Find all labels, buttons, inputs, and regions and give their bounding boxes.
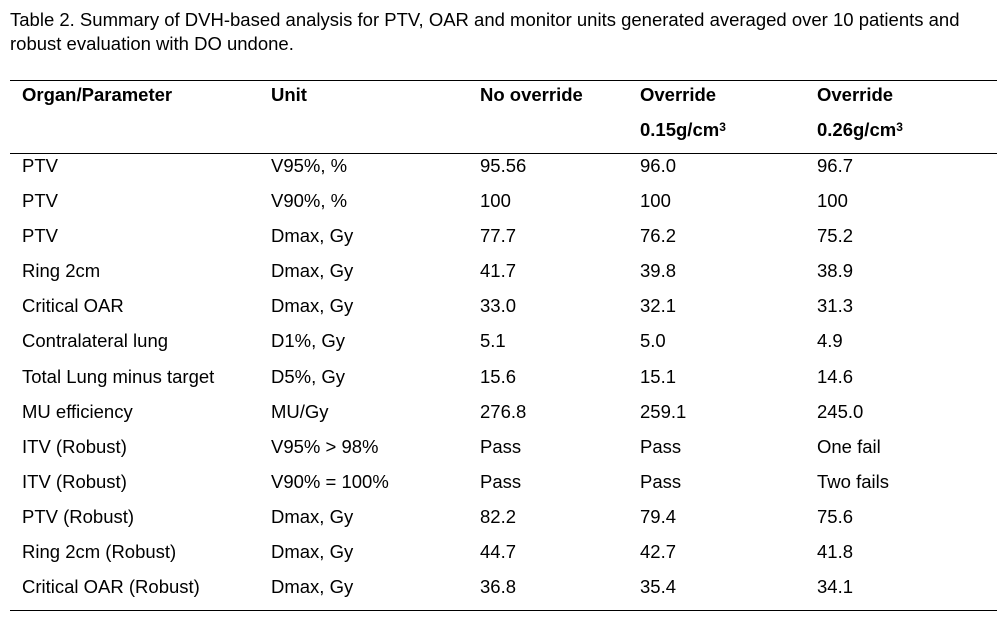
cell-organ: PTV [22,225,58,247]
cell-no-override: 41.7 [480,260,517,282]
cell-override-026: Two fails [817,470,889,492]
cell-organ: MU efficiency [22,400,133,422]
cell-override-026: 75.2 [817,225,854,247]
header-label: No override [480,84,583,105]
cell-override-015: 39.8 [640,260,677,282]
table-row: ITV (Robust) V90% = 100% Pass Pass Two f… [0,469,1008,504]
cell-override-015: 259.1 [640,400,687,422]
cell-override-015: 5.0 [640,330,666,352]
cell-override-026: 75.6 [817,505,854,527]
table-row: Ring 2cm (Robust) Dmax, Gy 44.7 42.7 41.… [0,539,1008,574]
table-top-rule [10,80,997,81]
cell-organ: ITV (Robust) [22,435,127,457]
header-density-value: 0.15g/cm [640,119,720,140]
cell-no-override: Pass [480,470,522,492]
cell-unit: D1%, Gy [271,330,346,352]
cell-no-override: 100 [480,190,511,212]
table-row: Total Lung minus target D5%, Gy 15.6 15.… [0,364,1008,399]
cell-override-015: 32.1 [640,295,677,317]
cell-override-015: 100 [640,190,671,212]
cell-override-015: 96.0 [640,155,677,176]
cell-override-015: 76.2 [640,225,677,247]
header-density-value: 0.26g/cm [817,119,897,140]
table-row: Critical OAR (Robust) Dmax, Gy 36.8 35.4… [0,574,1008,609]
cell-override-026: 38.9 [817,260,854,282]
cell-override-026: One fail [817,435,881,457]
table-row: MU efficiency MU/Gy 276.8 259.1 245.0 [0,399,1008,434]
cell-override-015: 35.4 [640,576,677,598]
cell-no-override: 77.7 [480,225,517,247]
header-organ-parameter: Organ/Parameter [22,83,172,107]
cell-override-026: 34.1 [817,576,854,598]
cell-override-026: 100 [817,190,848,212]
header-unit: Unit [271,83,307,107]
table-row: PTV V90%, % 100 100 100 [0,188,1008,223]
cell-unit: Dmax, Gy [271,260,354,282]
cell-organ: PTV (Robust) [22,505,135,527]
cell-override-026: 41.8 [817,541,854,563]
cell-override-026: 4.9 [817,330,843,352]
header-density-exponent: 3 [896,120,903,134]
table-bottom-rule [10,610,997,611]
cell-override-026: 31.3 [817,295,854,317]
cell-override-015: 42.7 [640,541,677,563]
header-bottom-rule [10,153,997,154]
cell-unit: V95%, % [271,155,348,176]
cell-organ: Contralateral lung [22,330,169,352]
cell-override-015: Pass [640,435,682,457]
cell-unit: V95% > 98% [271,435,379,457]
table-row: PTV Dmax, Gy 77.7 76.2 75.2 [0,223,1008,258]
cell-unit: D5%, Gy [271,365,346,387]
cell-no-override: 36.8 [480,576,517,598]
cell-unit: MU/Gy [271,400,329,422]
cell-organ: PTV [22,190,58,212]
cell-override-015: Pass [640,470,682,492]
table-row: ITV (Robust) V95% > 98% Pass Pass One fa… [0,434,1008,469]
cell-no-override: 15.6 [480,365,517,387]
header-density-exponent: 3 [719,120,726,134]
header-override-026: Override 0.26g/cm3 [817,83,903,142]
table-caption: Table 2. Summary of DVH-based analysis f… [10,9,960,54]
cell-no-override: 5.1 [480,330,506,352]
cell-override-026: 96.7 [817,155,854,176]
cell-override-026: 245.0 [817,400,864,422]
table-row: PTV (Robust) Dmax, Gy 82.2 79.4 75.6 [0,504,1008,539]
cell-no-override: 276.8 [480,400,527,422]
cell-override-015: 15.1 [640,365,677,387]
header-label: Unit [271,84,307,105]
header-label: Override [817,84,894,105]
cell-organ: PTV [22,155,58,176]
header-override-015: Override 0.15g/cm3 [640,83,726,142]
table-row: PTV V95%, % 95.56 96.0 96.7 [0,153,1008,188]
cell-unit: V90% = 100% [271,470,389,492]
table-body: PTV V95%, % 95.56 96.0 96.7 PTV V90%, % … [0,153,1008,609]
cell-no-override: 33.0 [480,295,517,317]
cell-unit: V90%, % [271,190,348,212]
cell-unit: Dmax, Gy [271,541,354,563]
cell-unit: Dmax, Gy [271,576,354,598]
cell-organ: Total Lung minus target [22,365,215,387]
cell-organ: Critical OAR [22,295,124,317]
cell-override-026: 14.6 [817,365,854,387]
cell-unit: Dmax, Gy [271,505,354,527]
cell-no-override: 44.7 [480,541,517,563]
table-row: Ring 2cm Dmax, Gy 41.7 39.8 38.9 [0,258,1008,293]
cell-organ: Ring 2cm [22,260,101,282]
table-row: Critical OAR Dmax, Gy 33.0 32.1 31.3 [0,293,1008,328]
header-label: Override [640,84,717,105]
cell-organ: Ring 2cm (Robust) [22,541,177,563]
header-no-override: No override [480,83,583,107]
cell-override-015: 79.4 [640,505,677,527]
cell-unit: Dmax, Gy [271,295,354,317]
cell-no-override: Pass [480,435,522,457]
cell-unit: Dmax, Gy [271,225,354,247]
header-density: 0.26g/cm3 [817,118,903,142]
table-row: Contralateral lung D1%, Gy 5.1 5.0 4.9 [0,328,1008,363]
header-label: Organ/Parameter [22,84,173,105]
cell-no-override: 82.2 [480,505,517,527]
cell-organ: ITV (Robust) [22,470,127,492]
header-density: 0.15g/cm3 [640,118,726,142]
cell-no-override: 95.56 [480,155,527,176]
cell-organ: Critical OAR (Robust) [22,576,200,598]
